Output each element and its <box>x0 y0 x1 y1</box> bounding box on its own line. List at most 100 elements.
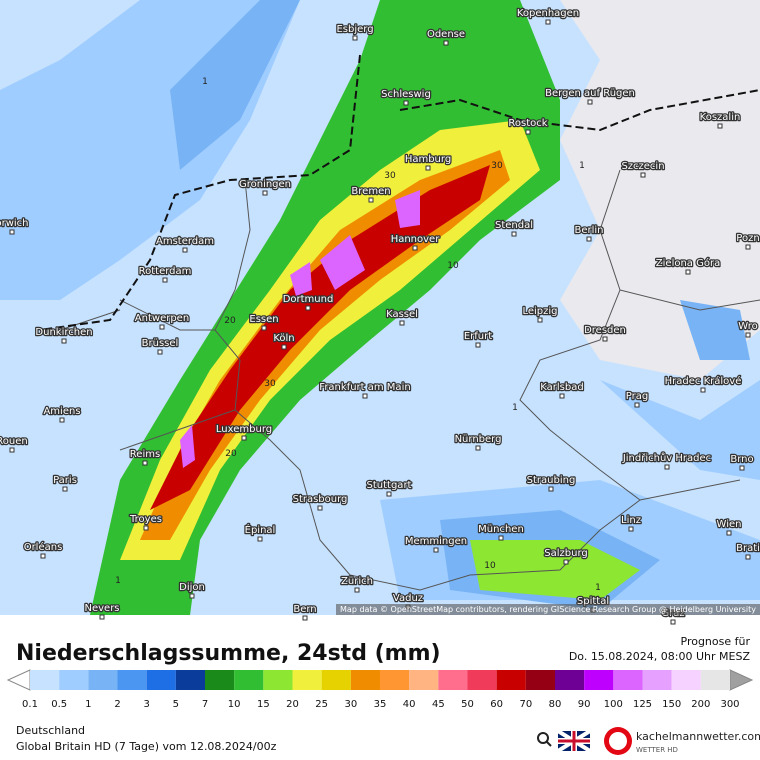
city-marker <box>61 338 67 344</box>
legend-label: 70 <box>519 699 532 710</box>
legend-swatch <box>59 670 89 690</box>
search-icon[interactable] <box>537 732 552 747</box>
city-label: Köln <box>273 333 294 344</box>
city-label: Rotterdam <box>139 266 192 277</box>
city-marker <box>548 486 554 492</box>
legend-swatch <box>30 670 60 690</box>
city-marker <box>162 277 168 283</box>
city-label: München <box>478 524 524 535</box>
city-marker <box>143 525 149 531</box>
city-label: Dunkirchen <box>35 327 92 338</box>
city-label: Odense <box>427 29 465 40</box>
legend-swatch <box>700 670 730 690</box>
precip-100 <box>180 190 420 468</box>
legend-label: 10 <box>228 699 241 710</box>
city-label: Straubing <box>527 475 576 486</box>
city-label: Stendal <box>495 220 533 231</box>
legend-label: 200 <box>691 699 710 710</box>
legend-swatch <box>175 670 205 690</box>
forecast-label: Prognose für <box>681 635 751 648</box>
logo-site: kachelmannwetter.com <box>636 730 760 743</box>
city-label: Nevers <box>84 603 119 614</box>
city-marker <box>640 172 646 178</box>
contour-label: 10 <box>447 261 459 271</box>
legend-label: 2 <box>114 699 120 710</box>
legend-label: 60 <box>490 699 503 710</box>
city-label: Salzburg <box>544 548 587 559</box>
legend-label: 35 <box>374 699 387 710</box>
legend-swatch <box>584 670 614 690</box>
city-marker <box>634 402 640 408</box>
precip-2 <box>170 0 750 610</box>
city-marker <box>403 100 409 106</box>
city-label: Luxemburg <box>216 424 272 435</box>
legend-label: 7 <box>202 699 208 710</box>
city-marker <box>157 349 163 355</box>
city-marker <box>700 387 706 393</box>
city-label: Karlsbad <box>540 382 583 393</box>
city-marker <box>670 619 676 625</box>
city-label: orwich <box>0 218 29 229</box>
legend-label: 50 <box>461 699 474 710</box>
city-label: Memmingen <box>405 536 467 547</box>
city-label: Troyes <box>129 514 162 525</box>
legend-swatch <box>321 670 351 690</box>
city-marker <box>305 305 311 311</box>
city-marker <box>685 269 691 275</box>
legend-swatch <box>613 670 643 690</box>
contour-label: 1 <box>595 583 601 593</box>
legend-swatch <box>350 670 380 690</box>
city-marker <box>182 247 188 253</box>
city-label: Strasbourg <box>293 494 348 505</box>
city-label: Groningen <box>239 179 291 190</box>
city-marker <box>317 505 323 511</box>
city-label: Hannover <box>391 234 441 245</box>
contour-label: 20 <box>224 316 236 326</box>
city-marker <box>745 554 751 560</box>
city-marker <box>241 435 247 441</box>
legend-label: 45 <box>432 699 445 710</box>
city-label: Jindřichův Hradec <box>622 452 711 464</box>
model-info: Global Britain HD (7 Tage) vom 12.08.202… <box>16 740 277 753</box>
legend-label: 5 <box>173 699 179 710</box>
contour-label: 1 <box>579 161 585 171</box>
city-marker <box>525 129 531 135</box>
logo[interactable]: kachelmannwetter.com WETTER HD <box>604 727 760 755</box>
legend-label: 150 <box>662 699 681 710</box>
legend-swatch <box>671 670 701 690</box>
city-marker <box>586 236 592 242</box>
logo-tagline: WETTER HD <box>636 746 678 754</box>
city-label: Koszalin <box>700 112 741 123</box>
contour-label: 30 <box>491 161 503 171</box>
city-label: Hradec Králové <box>665 375 742 387</box>
city-marker <box>9 229 15 235</box>
legend-label: 300 <box>720 699 739 710</box>
city-label: Frankfurt am Main <box>319 382 410 393</box>
contour-label: 10 <box>484 561 496 571</box>
legend-label: 40 <box>403 699 416 710</box>
city-marker <box>399 320 405 326</box>
city-label: Szczecin <box>621 161 664 172</box>
legend-swatch <box>146 670 176 690</box>
legend: 0.1 0.5 1 2 3 5 7 10 15 20 25 30 35 40 45 50 60 70 80 90 100… <box>6 669 754 710</box>
city-label: Erfurt <box>464 331 492 342</box>
city-label: Bremen <box>351 186 390 197</box>
city-marker <box>99 614 105 620</box>
legend-label: 20 <box>286 699 299 710</box>
legend-swatch <box>117 670 147 690</box>
city-label: Brno <box>730 454 753 465</box>
city-marker <box>537 317 543 323</box>
legend-label: 25 <box>315 699 328 710</box>
city-label: Wro <box>738 321 757 332</box>
city-label: Nürnberg <box>455 434 502 445</box>
city-label: Reims <box>130 449 160 460</box>
legend-label: 90 <box>578 699 591 710</box>
city-marker <box>602 336 608 342</box>
city-marker <box>664 464 670 470</box>
attribution: Map data © OpenStreetMap contributors, r… <box>340 605 756 614</box>
city-label: Prag <box>626 391 648 402</box>
language-flag[interactable] <box>556 729 592 753</box>
attribution-bg <box>336 604 760 615</box>
legend-swatch <box>88 670 118 690</box>
city-label: Esbjerg <box>336 24 373 35</box>
